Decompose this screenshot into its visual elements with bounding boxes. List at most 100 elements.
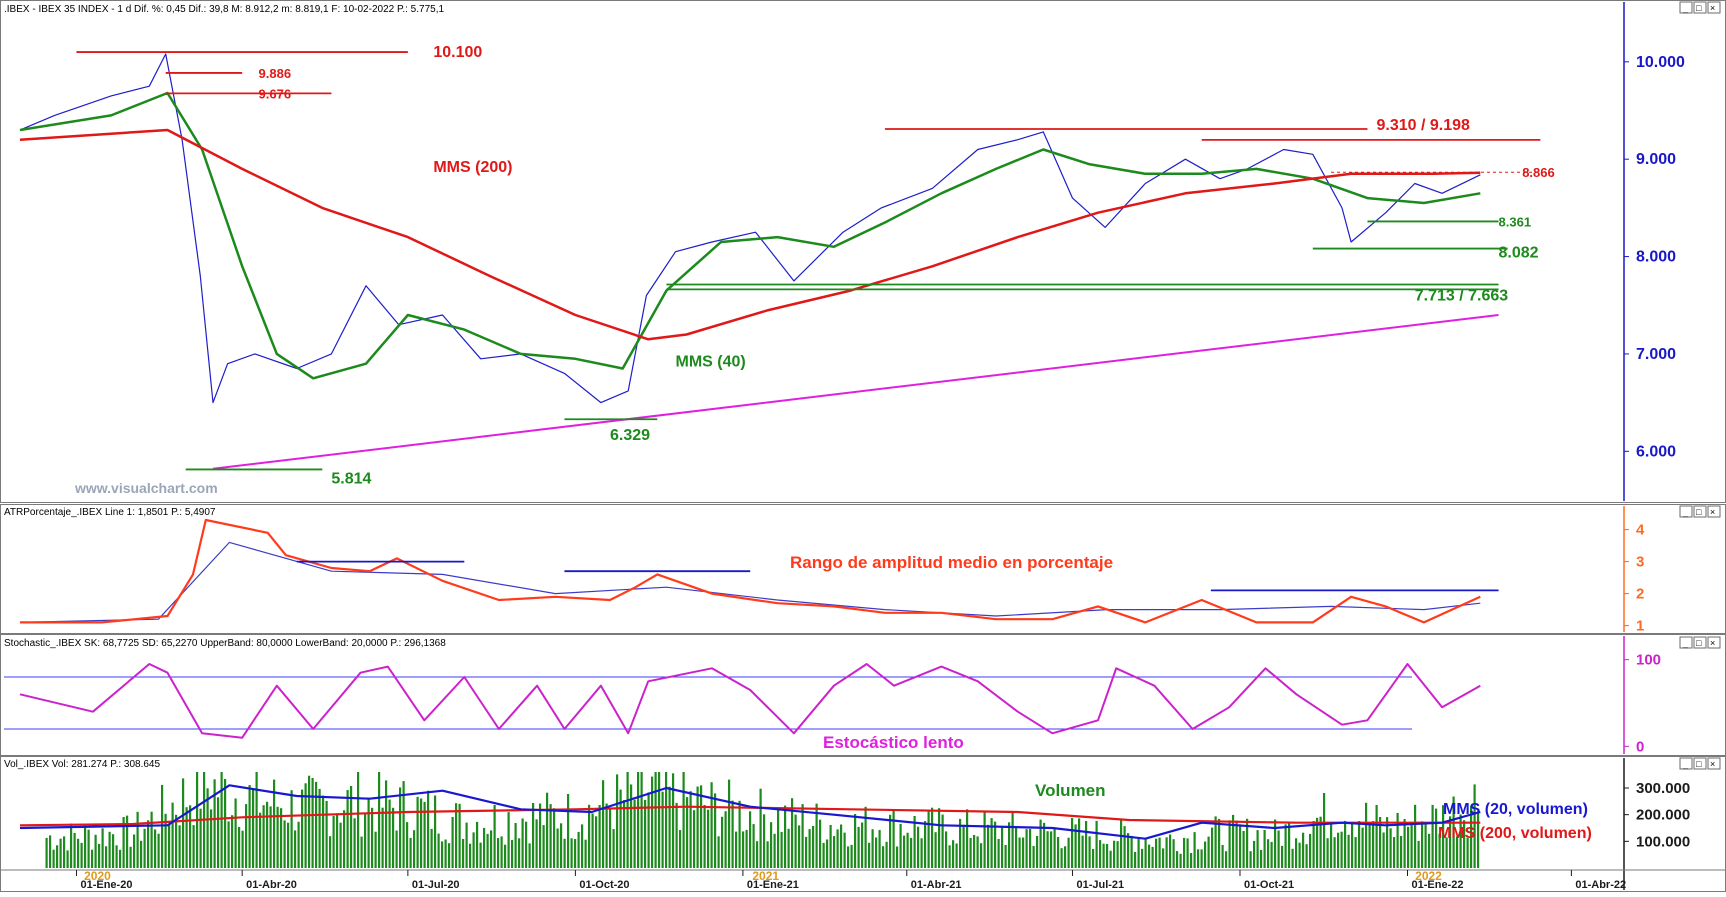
volume-bar <box>66 850 69 868</box>
volume-bar <box>948 845 951 868</box>
volume-bar <box>182 778 185 868</box>
volume-bar <box>1358 821 1361 868</box>
volume-bar <box>91 849 94 868</box>
volume-bar <box>143 828 146 868</box>
volume-bar <box>843 832 846 868</box>
y-tick-label: 200.000 <box>1636 807 1690 824</box>
volume-bar <box>710 782 713 868</box>
volume-bar <box>878 829 881 868</box>
volume-bar <box>339 822 342 868</box>
volume-bar <box>1442 805 1445 868</box>
stochastic-line <box>19 663 1481 739</box>
volume-bar <box>1057 837 1060 868</box>
volume-bar <box>1148 844 1151 868</box>
volume-bar <box>126 815 129 868</box>
volume-bar <box>360 836 363 868</box>
volume-bar <box>1424 824 1427 868</box>
atr-minimize-button[interactable] <box>1679 505 1693 518</box>
atr-maximize-button[interactable] <box>1693 505 1707 518</box>
volume-bar <box>133 834 136 868</box>
price-annotation: MMS (200) <box>433 159 512 176</box>
volume-bar <box>511 839 514 868</box>
maximize-button[interactable] <box>1693 1 1707 14</box>
volume-minimize-button[interactable] <box>1679 757 1693 770</box>
stochastic-close-button[interactable] <box>1707 636 1721 649</box>
y-tick-label: 4 <box>1636 522 1645 539</box>
volume-bar <box>1333 837 1336 868</box>
minimize-button[interactable] <box>1679 1 1693 14</box>
volume-bar <box>248 785 251 868</box>
volume-bar <box>1428 833 1431 868</box>
volume-bar <box>549 804 552 868</box>
volume-bar <box>108 831 111 868</box>
stochastic-window-controls: _ □ × <box>1679 636 1721 649</box>
volume-bar <box>378 772 381 868</box>
volume-bar <box>882 846 885 868</box>
volume-bar <box>840 824 843 868</box>
atr-window-controls: _ □ × <box>1679 505 1721 518</box>
y-tick-label: 0 <box>1636 738 1644 755</box>
svg-text:□: □ <box>1696 507 1702 517</box>
volume-bar <box>1214 816 1217 868</box>
volume-bar <box>112 834 115 868</box>
volume-bar <box>1088 836 1091 868</box>
volume-bar <box>231 815 234 868</box>
volume-bar <box>931 807 934 868</box>
volume-bar <box>1421 821 1424 868</box>
x-tick-label: 01-Ene-21 <box>747 879 799 891</box>
x-tick-label: 01-Abr-21 <box>911 879 962 891</box>
stochastic-minimize-button[interactable] <box>1679 636 1693 649</box>
svg-text:×: × <box>1710 638 1715 648</box>
year-label: 2022 <box>1415 869 1442 883</box>
volume-bar <box>990 818 993 868</box>
volume-bar <box>80 842 83 868</box>
volume-bar <box>1165 837 1168 868</box>
volume-bar <box>1113 840 1116 868</box>
volume-bar <box>87 829 90 868</box>
volume-bar <box>577 831 580 868</box>
volume-bar <box>668 786 671 868</box>
volume-bar <box>1393 837 1396 868</box>
volume-bar <box>325 801 328 868</box>
volume-bar <box>525 821 528 868</box>
volume-bar <box>521 818 524 868</box>
volume-bar <box>850 844 853 868</box>
volume-bar <box>1400 836 1403 868</box>
volume-bar <box>808 829 811 868</box>
volume-bar <box>434 795 437 868</box>
volume-bar <box>406 822 409 868</box>
volume-bar <box>1344 820 1347 868</box>
volume-bar <box>140 840 143 868</box>
volume-bar <box>1221 845 1224 868</box>
volume-maximize-button[interactable] <box>1693 757 1707 770</box>
volume-bar <box>1064 846 1067 868</box>
volume-bar <box>472 832 475 868</box>
volume-bar <box>353 818 356 868</box>
volume-bar <box>1309 833 1312 868</box>
volume-bar <box>969 838 972 868</box>
volume-bar <box>535 819 538 868</box>
volume-bar <box>45 837 48 868</box>
mms200-series-line <box>19 128 1481 341</box>
volume-bar <box>1025 829 1028 868</box>
atr-close-button[interactable] <box>1707 505 1721 518</box>
volume-bar <box>780 831 783 868</box>
stochastic-maximize-button[interactable] <box>1693 636 1707 649</box>
volume-bar <box>448 843 451 868</box>
close-button[interactable] <box>1707 1 1721 14</box>
volume-bar <box>812 826 815 868</box>
volume-bar <box>1305 844 1308 868</box>
volume-close-button[interactable] <box>1707 757 1721 770</box>
volume-bar <box>227 821 230 868</box>
volume-bar <box>1379 817 1382 868</box>
volume-bar <box>1183 837 1186 868</box>
volume-bar <box>1326 838 1329 868</box>
volume-bar <box>1347 834 1350 868</box>
volume-bar <box>997 839 1000 868</box>
svg-text:×: × <box>1710 507 1715 517</box>
price-annotation: 8.361 <box>1499 214 1532 229</box>
volume-bar <box>1375 805 1378 868</box>
volume-bar <box>1127 833 1130 868</box>
volume-bar <box>332 815 335 868</box>
volume-bar <box>1046 831 1049 868</box>
